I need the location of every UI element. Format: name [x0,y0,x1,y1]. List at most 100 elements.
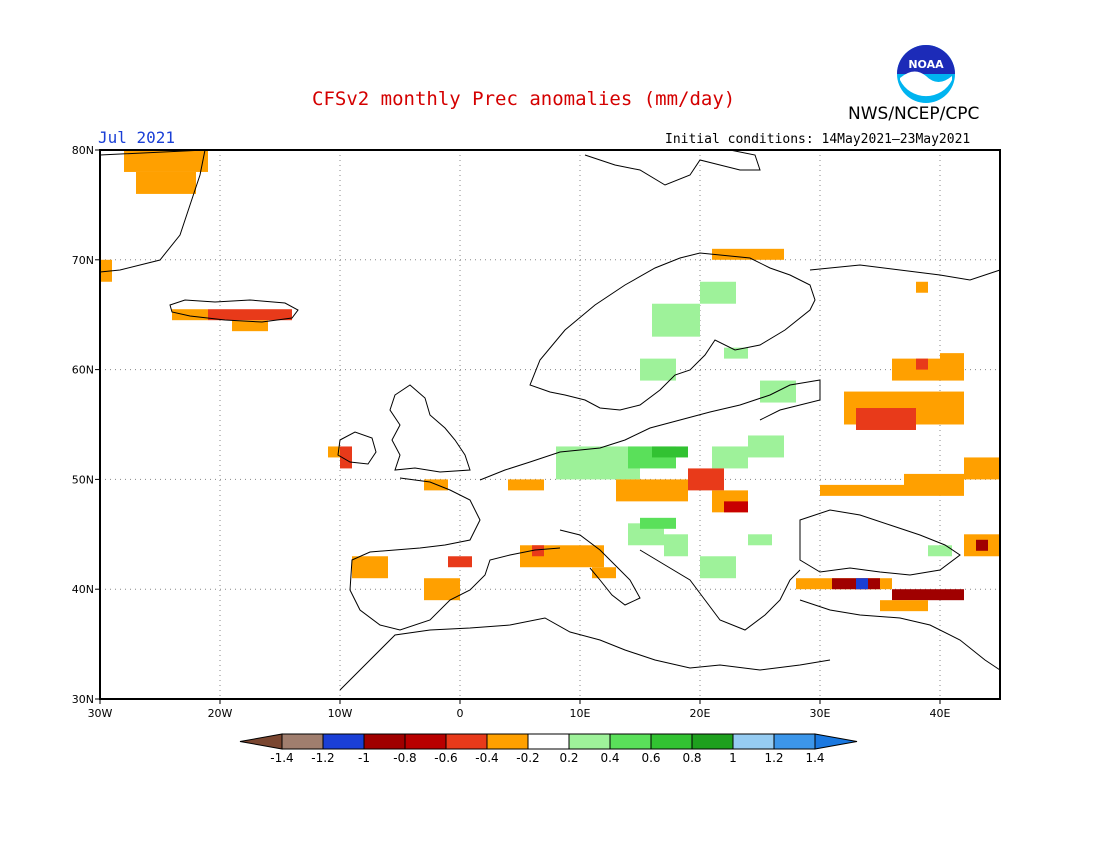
latitude-tick-labels: 30N 40N 50N 60N 70N 80N [72,144,100,706]
colorbar-arrow-right [814,733,858,750]
colorbar-label: 1.2 [764,751,783,765]
initial-conditions: Initial conditions: 14May2021–23May2021 [665,132,971,147]
map-graticule [100,150,1000,699]
anomaly-cell [724,501,748,513]
anomaly-cell [340,446,352,469]
anomaly-cell [616,479,688,502]
anomaly-cell [424,578,460,601]
anomaly-cell [100,259,112,282]
anomaly-cell [664,534,688,557]
anomaly-cell [856,578,868,590]
chart-title: CFSv2 monthly Prec anomalies (mm/day) [312,88,736,110]
colorbar-arrow-left [239,733,283,750]
anomaly-cell [940,353,964,376]
colorbar-swatch [732,733,775,750]
anomaly-cell [724,347,748,359]
colorbar-swatch [363,733,406,750]
colorbar-swatch [404,733,447,750]
anomaly-cell [880,600,928,612]
colorbar-label: 1.4 [805,751,824,765]
anomaly-cell [760,380,796,403]
colorbar-label: -0.8 [393,751,416,765]
anomaly-cell [172,309,208,321]
anomaly-cell [712,446,748,469]
colorbar-swatch [322,733,365,750]
agency-label: NWS/NCEP/CPC [848,104,980,124]
anomaly-cell [592,567,616,579]
anomaly-cell [640,358,676,381]
anomaly-cell [892,589,964,601]
colorbar-swatch [281,733,324,750]
anomaly-cell [508,479,544,491]
colorbar-label: 0.2 [559,751,578,765]
anomaly-cell [652,303,700,337]
anomaly-cell [916,358,928,370]
colorbar-swatch [691,733,734,750]
anomaly-cell [352,556,388,579]
colorbar-swatch [445,733,488,750]
colorbar-label: -1.4 [270,751,293,765]
colorbar-swatch [609,733,652,750]
forecast-month: Jul 2021 [98,128,176,147]
anomaly-cell [556,446,640,480]
colorbar-swatch [568,733,611,750]
anomaly-cell [136,171,196,194]
anomaly-cell [688,468,724,491]
longitude-tick-labels: 30W 20W 10W 0 10E 20E 30E 40E [88,699,951,720]
anomaly-cell [448,556,472,568]
anomaly-cell [964,457,1000,480]
lat-tick-label: 80N [72,144,94,157]
anomaly-cell [712,248,784,260]
colorbar-label: 1 [729,751,737,765]
anomaly-cell [928,545,952,557]
colorbar-label: -0.2 [516,751,539,765]
colorbar-swatch [527,733,570,750]
anomaly-cell [532,545,544,557]
anomaly-cell [208,309,292,321]
anomaly-cell [328,446,340,458]
lon-tick-label: 30E [810,707,831,720]
anomaly-cells [100,150,1000,612]
noaa-logo-icon: NOAA [897,45,955,103]
anomaly-cell [748,435,784,458]
lat-tick-label: 40N [72,583,94,596]
lat-tick-label: 50N [72,473,94,486]
anomaly-cell [856,408,916,430]
colorbar-swatch [773,733,816,750]
lon-tick-label: 30W [88,707,113,720]
lon-tick-label: 0 [457,707,464,720]
colorbar-swatch [486,733,529,750]
anomaly-cell [232,320,268,332]
logo-text: NOAA [908,58,944,71]
lon-tick-label: 10W [328,707,353,720]
colorbar-label: -0.4 [475,751,498,765]
colorbar-label: 0.6 [641,751,660,765]
anomaly-cell [976,539,988,551]
colorbar: -1.4 -1.2 -1 -0.8 -0.6 -0.4 -0.2 0.2 0.4 0.6 0.8 1 1… [239,733,858,765]
lat-tick-label: 60N [72,364,94,377]
anomaly-cell [124,150,208,172]
coastlines [99,149,1001,691]
anomaly-cell [700,281,736,304]
anomaly-cell [748,534,772,546]
anomaly-cell [640,517,676,529]
colorbar-label: -1 [358,751,370,765]
anomaly-cell [700,556,736,579]
lon-tick-label: 40E [930,707,951,720]
colorbar-label: 0.8 [682,751,701,765]
colorbar-label: -1.2 [311,751,334,765]
lon-tick-label: 20E [690,707,711,720]
colorbar-label: -0.6 [434,751,457,765]
anomaly-cell [820,484,904,496]
map-frame [99,149,1001,700]
lat-tick-label: 70N [72,254,94,267]
lat-tick-label: 30N [72,693,94,706]
anomaly-cell [916,281,928,293]
lon-tick-label: 10E [570,707,591,720]
anomaly-cell [652,446,688,458]
lon-tick-label: 20W [208,707,233,720]
colorbar-label: 0.4 [600,751,619,765]
colorbar-swatch [650,733,693,750]
anomaly-cell [904,473,964,496]
